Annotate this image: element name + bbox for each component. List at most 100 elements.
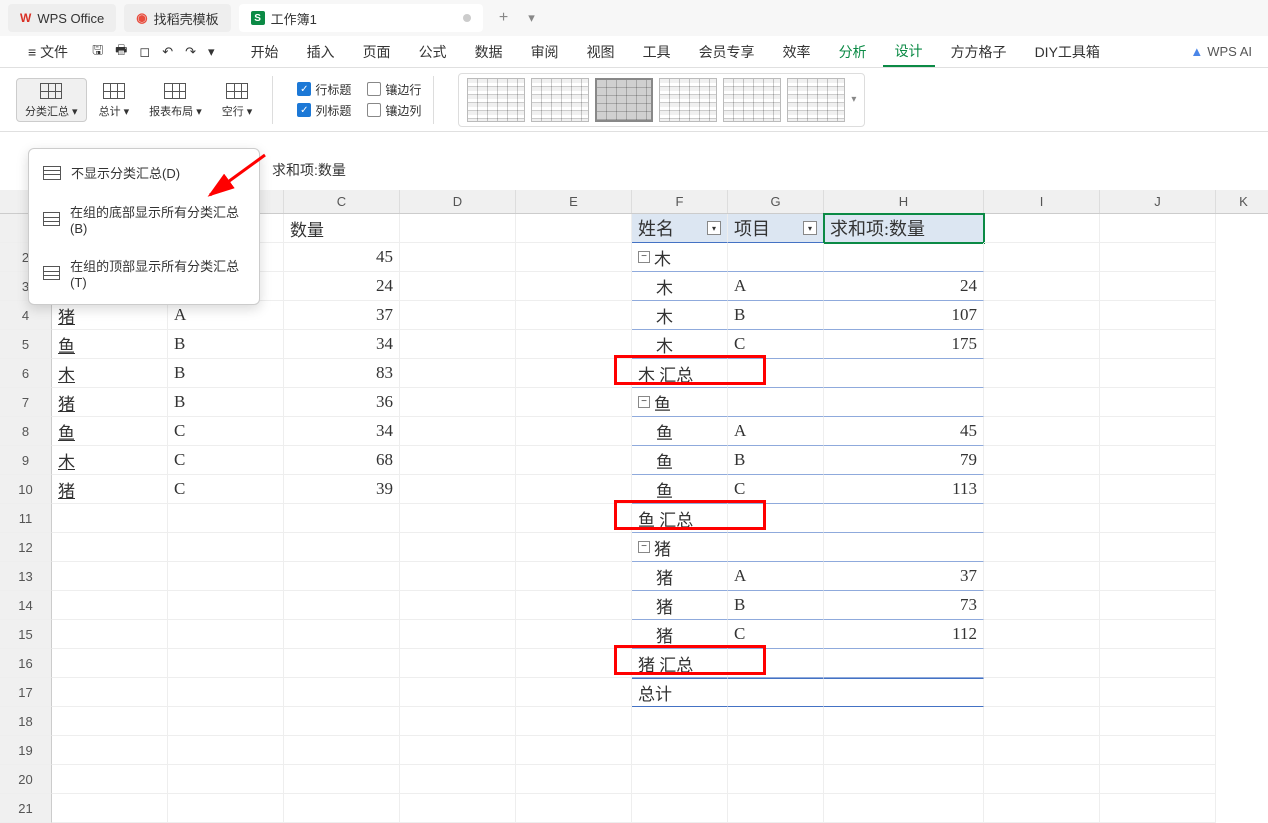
cell[interactable] <box>1100 330 1216 359</box>
cell[interactable] <box>984 533 1100 562</box>
cell[interactable] <box>824 649 984 678</box>
cell[interactable]: 73 <box>824 591 984 620</box>
cell[interactable] <box>1100 475 1216 504</box>
cell[interactable] <box>824 736 984 765</box>
cell[interactable] <box>984 301 1100 330</box>
cell[interactable] <box>52 562 168 591</box>
cell[interactable] <box>284 562 400 591</box>
cell[interactable]: 猪 汇总 <box>632 649 728 678</box>
cell[interactable] <box>516 330 632 359</box>
cell[interactable] <box>284 591 400 620</box>
cell[interactable] <box>52 620 168 649</box>
cell[interactable] <box>984 794 1100 823</box>
cell[interactable]: 木 汇总 <box>632 359 728 388</box>
cell[interactable] <box>1100 736 1216 765</box>
cell[interactable] <box>516 620 632 649</box>
col-header-c[interactable]: C <box>284 190 400 213</box>
cell[interactable] <box>824 533 984 562</box>
cell[interactable]: C <box>728 620 824 649</box>
cell[interactable] <box>516 504 632 533</box>
cell[interactable] <box>516 475 632 504</box>
cell[interactable] <box>984 446 1100 475</box>
cell[interactable]: 木 <box>632 330 728 359</box>
cell[interactable]: 猪 <box>632 562 728 591</box>
cell[interactable] <box>984 649 1100 678</box>
cell[interactable] <box>984 243 1100 272</box>
cell[interactable] <box>400 736 516 765</box>
cell[interactable]: 鱼 <box>632 475 728 504</box>
cell[interactable] <box>516 446 632 475</box>
cell[interactable] <box>400 765 516 794</box>
cell[interactable] <box>400 272 516 301</box>
style-swatch[interactable] <box>787 78 845 122</box>
row-header[interactable]: 18 <box>0 707 52 736</box>
col-header-e[interactable]: E <box>516 190 632 213</box>
cell[interactable]: 猪 <box>632 620 728 649</box>
cell[interactable]: 项目▾ <box>728 214 824 243</box>
cell[interactable] <box>168 736 284 765</box>
cell[interactable]: A <box>728 272 824 301</box>
cell[interactable]: 83 <box>284 359 400 388</box>
cell[interactable] <box>516 765 632 794</box>
cell[interactable]: B <box>168 359 284 388</box>
menu-tools[interactable]: 工具 <box>631 38 683 66</box>
cell[interactable] <box>984 475 1100 504</box>
cell[interactable] <box>632 794 728 823</box>
cell[interactable] <box>516 562 632 591</box>
cell[interactable] <box>728 533 824 562</box>
cell[interactable]: 求和项:数量 <box>824 214 984 243</box>
filter-button[interactable]: ▾ <box>707 221 721 235</box>
workbook-tab[interactable]: S 工作簿1 <box>239 4 483 32</box>
cell[interactable]: 68 <box>284 446 400 475</box>
cell[interactable] <box>284 504 400 533</box>
cell[interactable] <box>728 504 824 533</box>
cell[interactable] <box>1100 533 1216 562</box>
cell[interactable] <box>824 765 984 794</box>
cell[interactable] <box>1100 765 1216 794</box>
menu-efficiency[interactable]: 效率 <box>771 38 823 66</box>
cell[interactable] <box>984 562 1100 591</box>
col-header-d[interactable]: D <box>400 190 516 213</box>
cell[interactable] <box>1100 620 1216 649</box>
cell[interactable] <box>1100 649 1216 678</box>
cell[interactable] <box>728 649 824 678</box>
cell[interactable] <box>824 794 984 823</box>
cell[interactable]: 鱼 <box>632 417 728 446</box>
menu-page[interactable]: 页面 <box>351 38 403 66</box>
cell[interactable]: A <box>728 417 824 446</box>
cell[interactable] <box>1100 272 1216 301</box>
cells-area[interactable]: 数量姓名▾项目▾求和项:数量2鱼A45−木3木A24木A244猪A37木B107… <box>0 214 1268 823</box>
cell[interactable]: 鱼 <box>52 417 168 446</box>
grandtotal-button[interactable]: 总计 ▾ <box>91 79 138 121</box>
cell[interactable] <box>516 736 632 765</box>
new-tab-button[interactable]: + <box>491 9 516 27</box>
cell[interactable]: 112 <box>824 620 984 649</box>
cell[interactable] <box>400 707 516 736</box>
style-swatch-selected[interactable] <box>595 78 653 122</box>
row-header[interactable]: 9 <box>0 446 52 475</box>
row-header[interactable]: 6 <box>0 359 52 388</box>
gallery-more-icon[interactable]: ▾ <box>851 94 856 105</box>
band-col-checkbox[interactable]: 镶边列 <box>367 102 421 119</box>
cell[interactable] <box>984 736 1100 765</box>
cell[interactable] <box>52 707 168 736</box>
cell[interactable] <box>516 243 632 272</box>
cell[interactable] <box>984 765 1100 794</box>
cell[interactable] <box>168 620 284 649</box>
template-tab[interactable]: ◉ 找稻壳模板 <box>124 4 230 32</box>
cell[interactable] <box>168 533 284 562</box>
style-swatch[interactable] <box>467 78 525 122</box>
menu-member[interactable]: 会员专享 <box>687 38 767 66</box>
cell[interactable] <box>1100 794 1216 823</box>
row-header[interactable]: 7 <box>0 388 52 417</box>
cell[interactable] <box>728 678 824 707</box>
cell[interactable] <box>400 678 516 707</box>
cell[interactable] <box>168 678 284 707</box>
cell[interactable] <box>824 243 984 272</box>
cell[interactable] <box>1100 591 1216 620</box>
cell[interactable] <box>400 504 516 533</box>
collapse-button[interactable]: − <box>638 541 650 553</box>
cell[interactable]: 45 <box>824 417 984 446</box>
cell[interactable] <box>52 504 168 533</box>
cell[interactable] <box>728 765 824 794</box>
